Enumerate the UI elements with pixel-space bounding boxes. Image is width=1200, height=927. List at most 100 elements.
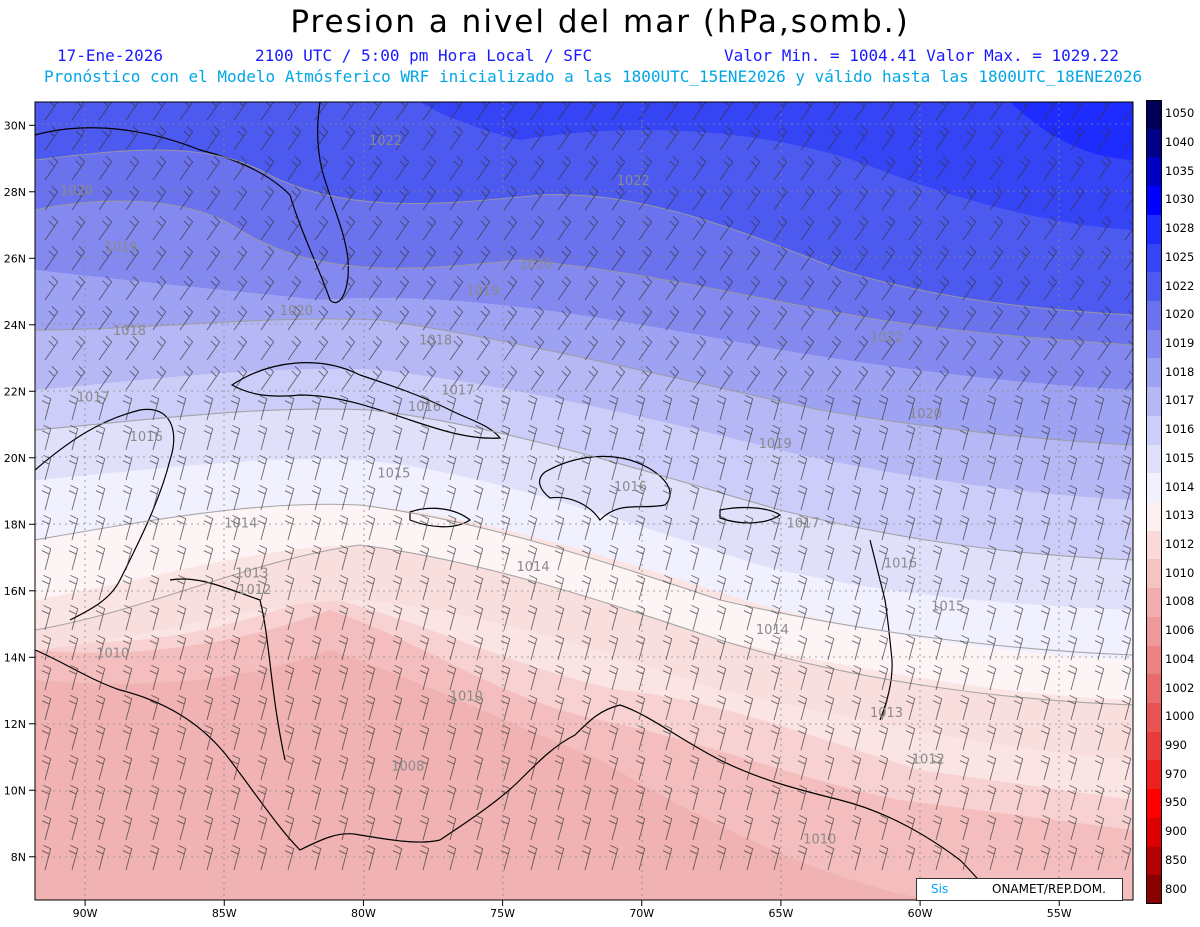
wind-barb (422, 216, 437, 241)
wind-barb (608, 574, 619, 601)
wind-barb (662, 574, 673, 601)
wind-barb (1124, 276, 1133, 301)
wind-barb (122, 484, 133, 511)
wind-barb (392, 604, 403, 631)
wind-barb (959, 724, 970, 751)
wind-barb (98, 186, 113, 211)
legend-entry: 850 (1143, 846, 1195, 876)
wind-barb (314, 186, 329, 211)
wind-barb (638, 186, 653, 211)
wind-barb (311, 634, 322, 661)
legend-label: 990 (1165, 738, 1187, 753)
wind-barb (557, 102, 572, 121)
wind-barb (206, 336, 221, 361)
wind-barb (854, 156, 869, 181)
lat-label: 28N (4, 186, 26, 199)
wind-barb (986, 454, 997, 481)
wind-barb (989, 276, 1004, 301)
wind-barb (473, 574, 484, 601)
wind-barb (230, 514, 241, 541)
wind-barb (71, 126, 86, 151)
isobar-label: 1017 (77, 390, 110, 405)
wind-barb (878, 664, 889, 691)
wind-barb (419, 724, 430, 751)
wind-barb (176, 754, 187, 781)
wind-barb (581, 574, 592, 601)
wind-barb (905, 544, 916, 571)
wind-barb (260, 126, 275, 151)
wind-barb (503, 126, 518, 151)
wind-barb (338, 484, 349, 511)
wind-barb (176, 724, 187, 751)
wind-barb (665, 276, 680, 301)
wind-barb (689, 574, 700, 601)
wind-barb (446, 394, 457, 421)
wind-barb (260, 102, 275, 121)
wind-barb (824, 544, 835, 571)
wind-barb (935, 336, 950, 361)
wind-barb (824, 754, 835, 781)
legend-swatch (1146, 358, 1162, 388)
wind-barb (827, 336, 842, 361)
wind-barb (95, 454, 106, 481)
legend-swatch (1146, 473, 1162, 502)
wind-barb (1040, 514, 1051, 541)
wind-barb (635, 424, 646, 451)
wind-barb (1013, 694, 1024, 721)
wind-barb (824, 424, 835, 451)
wind-barb (122, 634, 133, 661)
wind-barb (827, 156, 842, 181)
wind-barb (611, 366, 626, 391)
wind-barb (638, 366, 653, 391)
wind-barb (419, 754, 430, 781)
wind-barb (689, 724, 700, 751)
wind-barb (341, 306, 356, 331)
wind-barb (1013, 484, 1024, 511)
wind-barb (692, 216, 707, 241)
wind-barb (68, 814, 79, 841)
wind-barb (1121, 724, 1132, 751)
wind-barb (770, 754, 781, 781)
band-1028 (420, 102, 1133, 230)
wind-barb (581, 394, 592, 421)
wind-barb (689, 844, 700, 871)
wind-barb (851, 664, 862, 691)
wind-barb (935, 156, 950, 181)
wind-barb (1121, 784, 1132, 811)
wind-barb (959, 454, 970, 481)
wind-barb (368, 276, 383, 301)
wind-barb (392, 634, 403, 661)
wind-barb (716, 544, 727, 571)
wind-barb (851, 784, 862, 811)
wind-barb (554, 724, 565, 751)
wind-barb (851, 694, 862, 721)
wind-barb (179, 156, 194, 181)
wind-barb (179, 366, 194, 391)
wind-barb (1016, 276, 1031, 301)
wind-barb (584, 216, 599, 241)
legend-swatch (1146, 444, 1162, 474)
wind-barb (473, 604, 484, 631)
wind-barb (419, 604, 430, 631)
wind-barb (1040, 574, 1051, 601)
wind-barb (71, 306, 86, 331)
wind-barb (284, 814, 295, 841)
wind-barb (611, 336, 626, 361)
legend-label: 1035 (1165, 163, 1195, 178)
wind-barb (881, 126, 896, 151)
wind-barb (584, 306, 599, 331)
wind-barb (1067, 424, 1078, 451)
wind-barb (1067, 784, 1078, 811)
wind-barb (854, 276, 869, 301)
wind-barb (44, 216, 59, 241)
isobar-label: 1022 (870, 330, 903, 345)
wind-barb (230, 454, 241, 481)
wind-barb (527, 724, 538, 751)
wind-barb (1094, 844, 1105, 871)
wind-barb (689, 694, 700, 721)
legend-entry: 1008 (1143, 588, 1195, 617)
wind-barb (449, 246, 464, 271)
wind-barb (851, 574, 862, 601)
wind-barb (284, 664, 295, 691)
isobar-label: 1022 (369, 134, 402, 149)
